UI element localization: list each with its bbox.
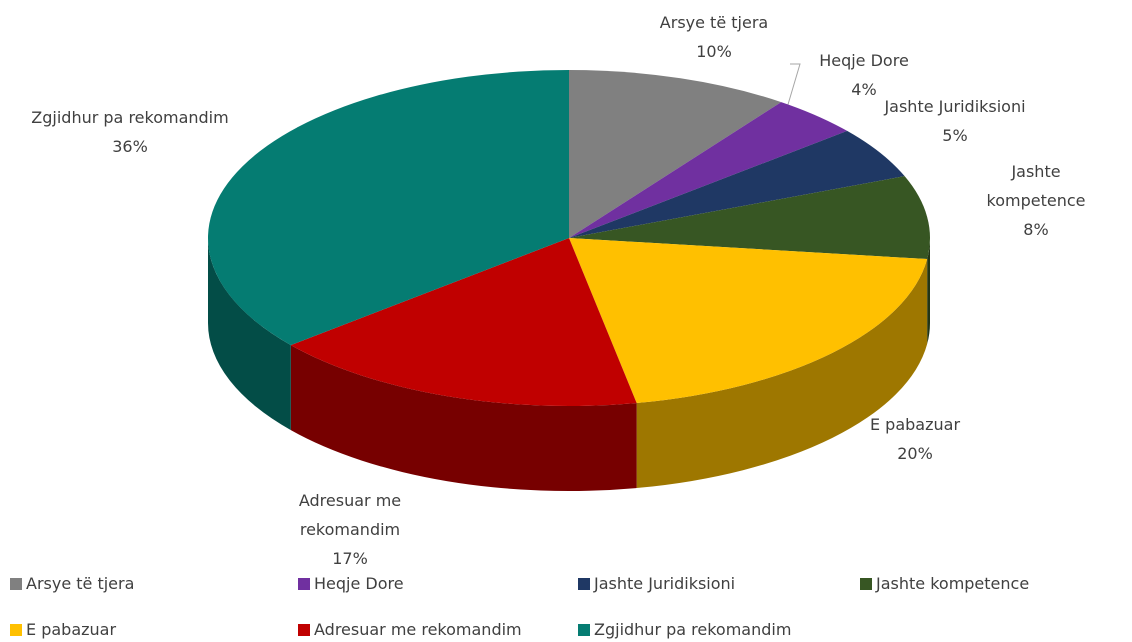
data-label: E pabazuar 20% [870,410,960,468]
data-label-value: 10% [696,42,732,61]
pie-slice [569,176,930,260]
legend-label: Heqje Dore [314,574,404,593]
data-label: Jashte Juridiksioni 5% [884,92,1025,150]
pie-side [927,238,930,345]
data-label: Zgjidhur pa rekomandim 36% [31,103,228,161]
legend-swatch [10,577,22,590]
pie-slice [569,102,848,238]
legend-item: Zgjidhur pa rekomandim [578,620,791,639]
pie-slice [207,70,569,346]
data-label-name: Jashte Juridiksioni [884,97,1026,116]
data-label: Heqje Dore 4% [819,46,909,104]
data-label: Arsye të tjera 10% [660,8,768,66]
data-label-value: 17% [332,549,368,568]
data-label: Adresuar me rekomandim 17% [280,486,420,573]
pie-slice [569,130,905,238]
legend-swatch [860,577,872,590]
legend-label: E pabazuar [26,620,117,639]
legend-item: Jashte kompetence [860,574,1029,593]
data-label-value: 36% [112,137,148,156]
data-label: Jashte kompetence 8% [987,157,1086,244]
pie-slice [290,238,637,406]
pie-slice [569,238,928,404]
pie-side [208,238,291,431]
legend-item: Jashte Juridiksioni [578,574,735,593]
legend-label: Zgjidhur pa rekomandim [594,620,792,639]
data-label-name: Adresuar me rekomandim [298,491,402,539]
leader-line [783,63,801,119]
data-label-value: 8% [1023,220,1049,239]
legend-swatch [10,623,22,636]
data-label-value: 20% [897,444,933,463]
legend-swatch [578,577,590,590]
data-label-value: 5% [942,126,968,145]
data-label-name: Arsye të tjera [659,13,769,32]
legend-swatch [298,577,310,590]
data-label-name: Heqje Dore [819,51,909,70]
legend-item: Arsye të tjera [10,574,134,593]
legend-item: Adresuar me rekomandim [298,620,522,639]
legend-label: Adresuar me rekomandim [314,620,522,639]
legend-item: Heqje Dore [298,574,404,593]
legend-swatch [578,623,590,636]
pie-slice [569,70,782,238]
legend-label: Jashte kompetence [876,574,1030,593]
data-label-name: Zgjidhur pa rekomandim [31,108,229,127]
data-label-name: Jashte kompetence [986,162,1086,210]
pie-side [290,345,637,491]
legend-label: Jashte Juridiksioni [594,574,736,593]
legend-swatch [298,623,310,636]
legend-item: E pabazuar [10,620,116,639]
data-label-value: 4% [851,80,877,99]
pie-side [636,259,928,489]
data-label-name: E pabazuar [869,415,961,434]
legend-label: Arsye të tjera [26,574,135,593]
